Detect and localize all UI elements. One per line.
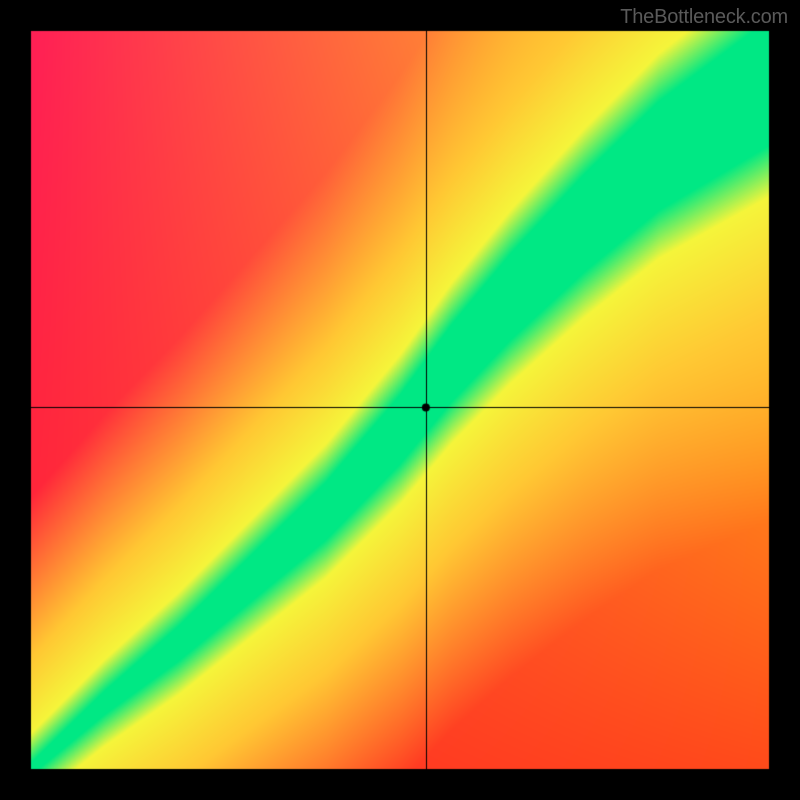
- chart-container: TheBottleneck.com: [0, 0, 800, 800]
- watermark-text: TheBottleneck.com: [620, 6, 788, 29]
- heatmap-canvas: [0, 0, 800, 800]
